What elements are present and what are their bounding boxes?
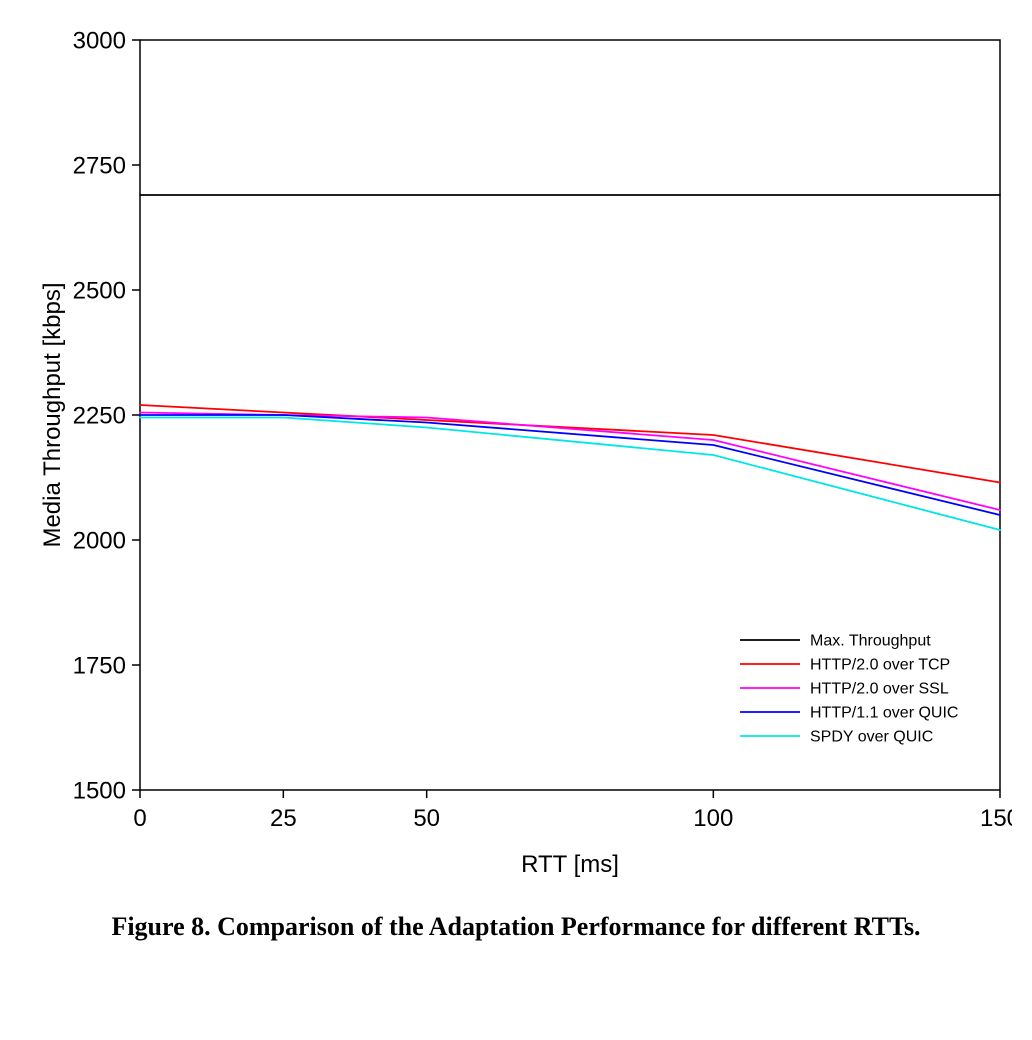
y-tick-label: 2250 xyxy=(73,402,126,429)
y-tick-label: 3000 xyxy=(73,27,126,54)
y-axis-label: Media Throughput [kbps] xyxy=(39,282,66,547)
legend-label: HTTP/2.0 over TCP xyxy=(810,657,950,674)
y-tick-label: 2500 xyxy=(73,277,126,304)
legend-label: HTTP/2.0 over SSL xyxy=(810,681,949,698)
line-chart: 0 25 50 100 150 1500 1750 2000 2250 2500 2750 3000 R… xyxy=(20,20,1012,890)
legend-label: Max. Throughput xyxy=(810,633,931,650)
y-tick-label: 1750 xyxy=(73,652,126,679)
x-tick-label: 100 xyxy=(693,805,733,832)
x-tick-label: 0 xyxy=(133,805,146,832)
chart-container: 0 25 50 100 150 1500 1750 2000 2250 2500 2750 3000 R… xyxy=(20,20,1012,1020)
figure-caption: Figure 8. Comparison of the Adaptation P… xyxy=(20,910,1012,944)
x-axis-label: RTT [ms] xyxy=(521,851,619,878)
y-tick-label: 2000 xyxy=(73,527,126,554)
y-tick-label: 2750 xyxy=(73,152,126,179)
x-tick-label: 150 xyxy=(980,805,1012,832)
plot-bg xyxy=(20,20,1012,890)
x-tick-label: 50 xyxy=(413,805,440,832)
legend-label: SPDY over QUIC xyxy=(810,729,933,746)
x-tick-label: 25 xyxy=(270,805,297,832)
y-tick-label: 1500 xyxy=(73,777,126,804)
legend-label: HTTP/1.1 over QUIC xyxy=(810,705,958,722)
